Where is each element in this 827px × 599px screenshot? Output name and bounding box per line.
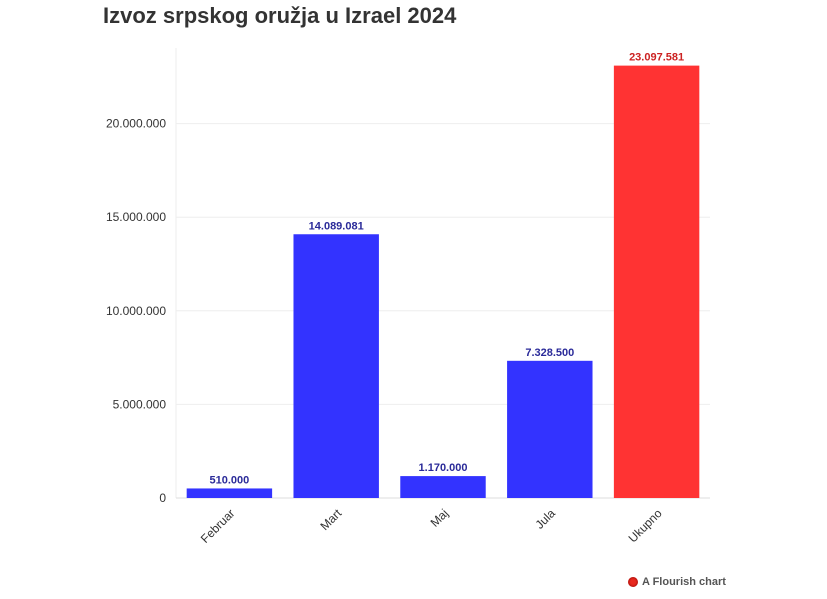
data-labels: 510.000 14.089.081 1.170.000 7.328.500 23.09… [210,52,685,487]
data-label: 510.000 [210,474,250,486]
x-tick-label: Maj [428,506,452,530]
data-label: 23.097.581 [629,52,684,64]
flourish-credit[interactable]: A Flourish chart [628,576,726,588]
x-tick-label: Februar [198,506,238,546]
y-tick-label: 5.000.000 [113,397,167,411]
y-tick-label: 15.000.000 [106,210,166,224]
data-label: 1.170.000 [419,462,468,474]
x-axis: Februar Mart Maj Jula Ukupno [198,506,665,546]
bar[interactable] [400,476,486,498]
flourish-credit-label: A Flourish chart [642,576,726,588]
bar[interactable] [613,65,700,498]
y-axis: 0 5.000.000 10.000.000 15.000.000 20.000.000 [106,117,166,505]
x-tick-label: Mart [317,506,344,533]
flourish-logo-icon [628,577,638,587]
bar[interactable] [186,488,273,498]
x-tick-label: Ukupno [626,506,665,545]
bar[interactable] [293,234,379,498]
y-tick-label: 0 [159,491,166,505]
chart-title: Izvoz srpskog oružja u Izrael 2024 [103,3,457,28]
y-tick-label: 10.000.000 [106,304,166,318]
data-label: 14.089.081 [309,220,364,232]
x-tick-label: Jula [532,506,558,532]
bar[interactable] [507,360,593,498]
data-label: 7.328.500 [525,347,574,359]
bars [186,65,700,498]
y-tick-label: 20.000.000 [106,117,166,131]
